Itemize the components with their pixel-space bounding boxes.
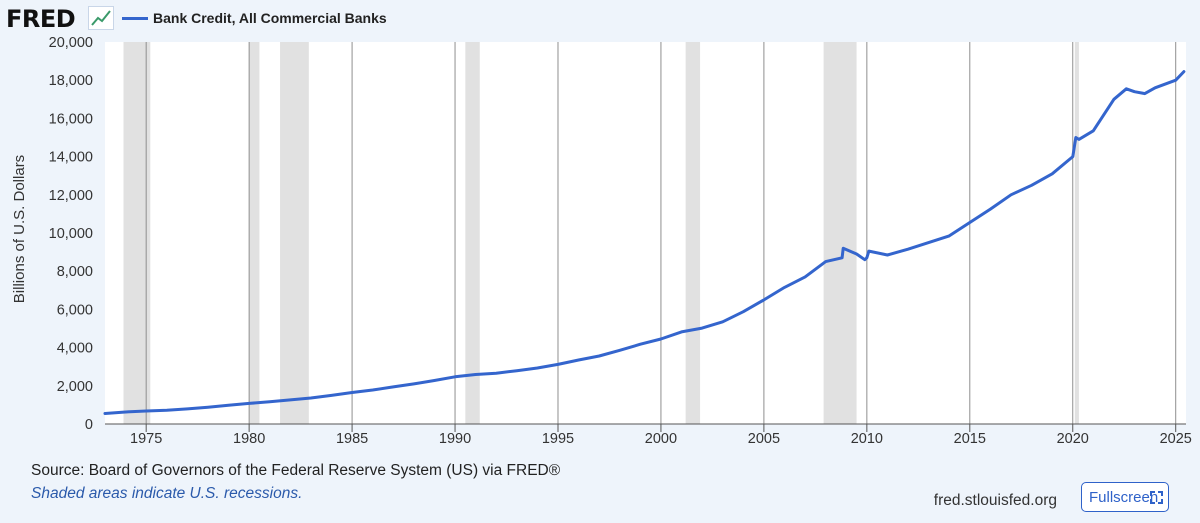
y-tick-label: 6,000 xyxy=(57,302,93,318)
y-tick-label: 2,000 xyxy=(57,379,93,395)
y-tick-label: 4,000 xyxy=(57,341,93,357)
y-axis-title-wrap: Billions of U.S. Dollars xyxy=(10,38,30,420)
recession-band xyxy=(249,42,260,424)
y-axis: 0 2,000 4,000 6,000 8,000 10,000 12,000 14,000 1… xyxy=(49,35,93,433)
y-tick-label: 8,000 xyxy=(57,264,93,280)
recession-band xyxy=(465,42,480,424)
y-tick-label: 18,000 xyxy=(49,73,93,89)
fullscreen-button[interactable]: Fullscreen xyxy=(1081,482,1169,512)
source-text: Source: Board of Governors of the Federa… xyxy=(31,462,561,479)
chart-area[interactable]: 1975 1980 1985 1990 1995 2000 2005 2010 2015 2020… xyxy=(0,0,1200,450)
x-tick-label: 2010 xyxy=(851,431,883,447)
recession-band xyxy=(280,42,309,424)
x-tick-label: 1980 xyxy=(233,431,265,447)
recession-note: Shaded areas indicate U.S. recessions. xyxy=(31,485,303,502)
site-url[interactable]: fred.stlouisfed.org xyxy=(933,492,1057,509)
logo-icon-line xyxy=(91,10,111,26)
x-tick-label: 1990 xyxy=(439,431,471,447)
y-tick-label: 20,000 xyxy=(49,35,93,51)
recession-band xyxy=(1074,42,1079,424)
line-chart-icon xyxy=(88,6,114,30)
x-tick-label: 2015 xyxy=(954,431,986,447)
fullscreen-label: Fullscreen xyxy=(1089,489,1159,506)
y-tick-label: 14,000 xyxy=(49,150,93,166)
x-tick-label: 1985 xyxy=(336,431,368,447)
x-tick-label: 2020 xyxy=(1057,431,1089,447)
series-line-layer xyxy=(103,70,1186,415)
logo-icon-frame xyxy=(88,6,114,30)
y-tick-label: 12,000 xyxy=(49,188,93,204)
legend-swatch xyxy=(122,17,148,20)
recession-band xyxy=(823,42,857,424)
x-tick-label: 2000 xyxy=(645,431,677,447)
x-tick-label: 1995 xyxy=(542,431,574,447)
x-tick-label: 1975 xyxy=(130,431,162,447)
y-axis-title: Billions of U.S. Dollars xyxy=(11,154,28,304)
fred-logo[interactable]: FRED xyxy=(6,5,76,33)
expand-icon xyxy=(1150,491,1163,504)
x-tick-label: 2025 xyxy=(1160,431,1192,447)
x-axis: 1975 1980 1985 1990 1995 2000 2005 2010 2015 2020… xyxy=(105,423,1192,447)
y-tick-label: 10,000 xyxy=(49,226,93,242)
legend-label: Bank Credit, All Commercial Banks xyxy=(153,10,387,26)
y-tick-label: 0 xyxy=(85,417,93,433)
series-line xyxy=(103,70,1186,415)
chart-header: FRED Bank Credit, All Commercial Banks xyxy=(0,0,1200,34)
grid-lines xyxy=(145,42,1177,424)
recession-band xyxy=(685,42,701,424)
plot-background xyxy=(105,42,1186,424)
x-tick-label: 2005 xyxy=(748,431,780,447)
y-tick-label: 16,000 xyxy=(49,111,93,127)
